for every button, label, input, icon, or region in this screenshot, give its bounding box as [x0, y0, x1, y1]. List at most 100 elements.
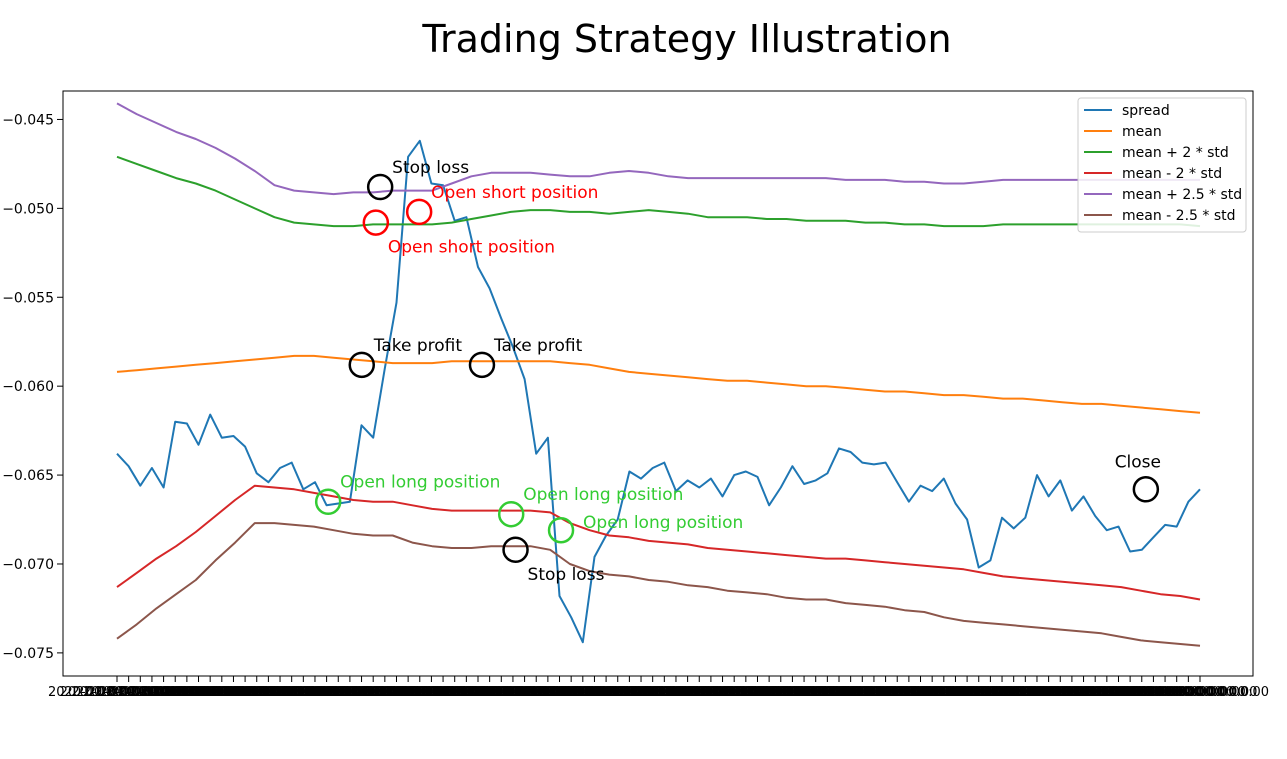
x-tick-label-59: 2020-00-00 00:00:00	[735, 685, 873, 700]
x-tick-label-46: 2020-00-00 00:00:00	[584, 685, 722, 700]
x-tick-label-49: 2020-00-00 00:00:00	[619, 685, 757, 700]
x-tick-label-43: 2020-00-00 00:00:00	[549, 685, 687, 700]
x-tick-label-77: 2020-00-00 00:00:00	[945, 685, 1083, 700]
y-tick-label-3: −0.060	[2, 379, 54, 395]
x-tick-label-93: 2020-00-00 00:00:00	[1131, 685, 1269, 700]
x-tick-label-33: 2020-00-00 00:00:00	[432, 685, 570, 700]
chart-title: Trading Strategy Illustration	[421, 17, 951, 61]
x-tick-label-0: 2020-00-00 00:00:00	[48, 685, 186, 700]
y-axis: −0.045 −0.050 −0.055 −0.060 −0.065 −0.070 −0.0…	[2, 112, 63, 662]
x-tick-label-74: 2020-00-00 00:00:00	[910, 685, 1048, 700]
x-tick-label-27: 2020-00-00 00:00:00	[362, 685, 500, 700]
x-tick-label-71: 2020-00-00 00:00:00	[875, 685, 1013, 700]
marker-label-0: Stop loss	[392, 158, 469, 178]
x-tick-label-26: 2020-00-00 00:00:00	[351, 685, 489, 700]
x-tick-label-28: 2020-00-00 00:00:00	[374, 685, 512, 700]
x-tick-label-48: 2020-00-00 00:00:00	[607, 685, 745, 700]
x-tick-label-72: 2020-00-00 00:00:00	[886, 685, 1024, 700]
x-tick-label-44: 2020-00-00 00:00:00	[560, 685, 698, 700]
y-tick-label-2: −0.055	[2, 290, 54, 306]
marker-label-3: Take profit	[373, 336, 463, 356]
x-tick-label-20: 2020-00-00 00:00:00	[281, 685, 419, 700]
x-tick-label-10: 2020-00-00 00:00:00	[164, 685, 302, 700]
x-tick-label-67: 2020-00-00 00:00:00	[828, 685, 966, 700]
marker-label-9: Close	[1115, 452, 1161, 472]
x-tick-label-40: 2020-00-00 00:00:00	[514, 685, 652, 700]
x-tick-label-15: 2020-00-00 00:00:00	[223, 685, 361, 700]
x-tick-label-22: 2020-00-00 00:00:00	[304, 685, 442, 700]
legend-label-3: mean - 2 * std	[1122, 166, 1222, 182]
x-tick-label-73: 2020-00-00 00:00:00	[898, 685, 1036, 700]
y-tick-label-6: −0.075	[2, 646, 54, 662]
marker-label-7: Open long position	[583, 513, 743, 533]
marker-label-4: Take profit	[493, 336, 583, 356]
marker-circle-2	[405, 198, 433, 226]
marker-circle-3	[348, 351, 376, 379]
x-tick-label-41: 2020-00-00 00:00:00	[525, 685, 663, 700]
x-tick-label-45: 2020-00-00 00:00:00	[572, 685, 710, 700]
marker-circle-9	[1132, 476, 1160, 503]
x-tick-label-55: 2020-00-00 00:00:00	[688, 685, 826, 700]
x-tick-label-87: 2020-00-00 00:00:00	[1061, 685, 1199, 700]
x-tick-label-36: 2020-00-00 00:00:00	[467, 685, 605, 700]
legend-box	[1077, 97, 1247, 233]
x-tick-label-51: 2020-00-00 00:00:00	[642, 685, 780, 700]
series-line-5	[116, 522, 1201, 647]
x-tick-label-84: 2020-00-00 00:00:00	[1026, 685, 1164, 700]
marker-circle-4	[468, 351, 496, 379]
x-tick-label-9: 2020-00-00 00:00:00	[153, 685, 291, 700]
x-tick-label-62: 2020-00-00 00:00:00	[770, 685, 908, 700]
marker-label-8: Stop loss	[528, 565, 605, 585]
x-tick-label-80: 2020-00-00 00:00:00	[980, 685, 1118, 700]
x-tick-label-89: 2020-00-00 00:00:00	[1084, 685, 1222, 700]
x-tick-label-76: 2020-00-00 00:00:00	[933, 685, 1071, 700]
x-tick-label-38: 2020-00-00 00:00:00	[490, 685, 628, 700]
x-tick-label-65: 2020-00-00 00:00:00	[805, 685, 943, 700]
x-tick-label-42: 2020-00-00 00:00:00	[537, 685, 675, 700]
x-tick-label-85: 2020-00-00 00:00:00	[1038, 685, 1176, 700]
x-tick-label-39: 2020-00-00 00:00:00	[502, 685, 640, 700]
legend-label-0: spread	[1122, 103, 1170, 119]
marker-circle-6	[497, 500, 525, 528]
x-tick-label-14: 2020-00-00 00:00:00	[211, 685, 349, 700]
x-tick-label-79: 2020-00-00 00:00:00	[968, 685, 1106, 700]
x-tick-label-88: 2020-00-00 00:00:00	[1073, 685, 1211, 700]
x-tick-label-58: 2020-00-00 00:00:00	[723, 685, 861, 700]
x-tick-label-64: 2020-00-00 00:00:00	[793, 685, 931, 700]
x-tick-label-47: 2020-00-00 00:00:00	[595, 685, 733, 700]
x-tick-label-50: 2020-00-00 00:00:00	[630, 685, 768, 700]
x-tick-label-37: 2020-00-00 00:00:00	[479, 685, 617, 700]
x-tick-label-78: 2020-00-00 00:00:00	[956, 685, 1094, 700]
marker-circle-5	[314, 488, 342, 515]
marker-label-1: Open short position	[388, 238, 555, 258]
x-tick-label-12: 2020-00-00 00:00:00	[188, 685, 326, 700]
marker-circle-8	[502, 536, 529, 564]
marker-circle-1	[362, 209, 390, 236]
plot-area	[116, 102, 1201, 647]
marker-label-2: Open short position	[431, 183, 598, 203]
x-tick-label-25: 2020-00-00 00:00:00	[339, 685, 477, 700]
x-tick-label-24: 2020-00-00 00:00:00	[327, 685, 465, 700]
x-tick-label-68: 2020-00-00 00:00:00	[840, 685, 978, 700]
legend-label-4: mean + 2.5 * std	[1122, 187, 1242, 203]
x-tick-label-66: 2020-00-00 00:00:00	[817, 685, 955, 700]
x-tick-label-35: 2020-00-00 00:00:00	[456, 685, 594, 700]
legend: spread mean mean + 2 * std mean - 2 * std me…	[1077, 97, 1247, 233]
x-tick-label-82: 2020-00-00 00:00:00	[1003, 685, 1141, 700]
x-tick-label-57: 2020-00-00 00:00:00	[712, 685, 850, 700]
x-tick-label-86: 2020-00-00 00:00:00	[1049, 685, 1187, 700]
x-tick-label-75: 2020-00-00 00:00:00	[921, 685, 1059, 700]
x-tick-label-11: 2020-00-00 00:00:00	[176, 685, 314, 700]
y-tick-label-4: −0.065	[2, 468, 54, 484]
x-tick-label-3: 2020-00-00 00:00:00	[83, 685, 221, 700]
x-tick-label-19: 2020-00-00 00:00:00	[269, 685, 407, 700]
x-tick-label-52: 2020-00-00 00:00:00	[654, 685, 792, 700]
series-line-0	[116, 139, 1201, 644]
x-tick-label-13: 2020-00-00 00:00:00	[199, 685, 337, 700]
x-tick-label-5: 2020-00-00 00:00:00	[106, 685, 244, 700]
x-tick-label-30: 2020-00-00 00:00:00	[397, 685, 535, 700]
series-line-4	[116, 102, 1200, 196]
x-tick-label-83: 2020-00-00 00:00:00	[1015, 685, 1153, 700]
